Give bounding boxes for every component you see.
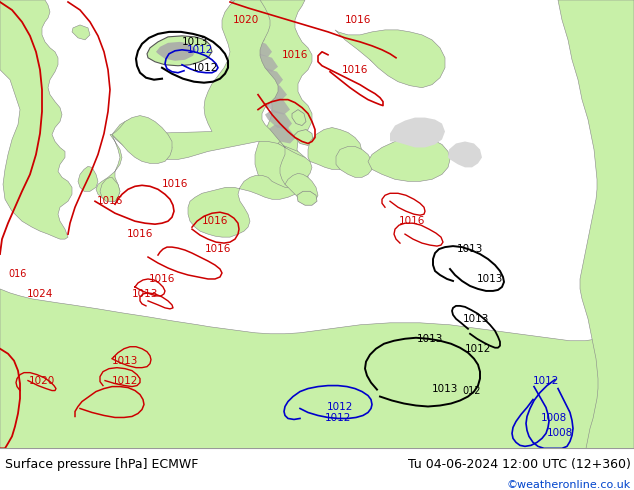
Text: 1012: 1012 xyxy=(327,401,353,412)
Polygon shape xyxy=(292,110,306,125)
Polygon shape xyxy=(260,82,287,99)
Text: 1012: 1012 xyxy=(325,414,351,423)
Polygon shape xyxy=(0,289,634,448)
Polygon shape xyxy=(336,147,372,177)
Text: 1012: 1012 xyxy=(465,343,491,354)
Polygon shape xyxy=(78,167,98,191)
Polygon shape xyxy=(235,14,262,30)
Polygon shape xyxy=(278,142,312,187)
Polygon shape xyxy=(96,135,122,201)
Polygon shape xyxy=(112,0,308,237)
Text: 1020: 1020 xyxy=(233,15,259,25)
Text: 1016: 1016 xyxy=(345,15,371,25)
Text: 012: 012 xyxy=(463,386,481,395)
Polygon shape xyxy=(263,96,290,115)
Text: 1013: 1013 xyxy=(457,244,483,254)
Polygon shape xyxy=(248,40,272,57)
Text: 016: 016 xyxy=(9,269,27,279)
Text: 1012: 1012 xyxy=(533,376,559,386)
Text: 1016: 1016 xyxy=(127,229,153,239)
Polygon shape xyxy=(252,54,278,72)
Polygon shape xyxy=(257,68,283,86)
Text: ©weatheronline.co.uk: ©weatheronline.co.uk xyxy=(507,480,631,490)
Text: 1016: 1016 xyxy=(281,50,308,60)
Text: 1012: 1012 xyxy=(112,376,138,386)
Text: 1013: 1013 xyxy=(182,37,208,47)
Polygon shape xyxy=(285,173,318,203)
Polygon shape xyxy=(370,38,435,82)
Text: 1016: 1016 xyxy=(97,196,123,206)
Polygon shape xyxy=(265,110,292,129)
Polygon shape xyxy=(242,28,265,45)
Text: Surface pressure [hPa] ECMWF: Surface pressure [hPa] ECMWF xyxy=(5,458,198,471)
Text: 1016: 1016 xyxy=(399,216,425,226)
Polygon shape xyxy=(100,177,120,201)
Polygon shape xyxy=(230,0,312,194)
Polygon shape xyxy=(147,36,212,66)
Text: 1013: 1013 xyxy=(132,289,158,299)
Text: 1013: 1013 xyxy=(112,356,138,366)
Polygon shape xyxy=(112,116,172,163)
Polygon shape xyxy=(294,129,313,146)
Polygon shape xyxy=(112,120,172,159)
Text: 1012: 1012 xyxy=(192,63,218,73)
Polygon shape xyxy=(297,191,317,205)
Text: 1016: 1016 xyxy=(342,65,368,75)
Text: 1016: 1016 xyxy=(205,244,231,254)
Text: 1013: 1013 xyxy=(432,384,458,393)
Polygon shape xyxy=(72,25,90,40)
Text: 1013: 1013 xyxy=(477,274,503,284)
Polygon shape xyxy=(335,30,445,88)
Text: 1024: 1024 xyxy=(27,289,53,299)
Text: 1008: 1008 xyxy=(547,428,573,439)
Polygon shape xyxy=(156,42,196,61)
Text: 1012: 1012 xyxy=(187,45,213,55)
Text: 1008: 1008 xyxy=(541,414,567,423)
Polygon shape xyxy=(0,0,72,239)
Text: 1016: 1016 xyxy=(162,179,188,189)
Text: 1016: 1016 xyxy=(149,274,175,284)
Text: 1013: 1013 xyxy=(463,314,489,324)
Polygon shape xyxy=(368,138,450,181)
Polygon shape xyxy=(308,127,362,170)
Text: 1020: 1020 xyxy=(29,376,55,386)
Polygon shape xyxy=(448,142,482,168)
Text: 1016: 1016 xyxy=(202,216,228,226)
Polygon shape xyxy=(558,0,634,448)
Polygon shape xyxy=(390,118,445,147)
Polygon shape xyxy=(268,124,296,144)
Text: 1013: 1013 xyxy=(417,334,443,344)
Text: Tu 04-06-2024 12:00 UTC (12+360): Tu 04-06-2024 12:00 UTC (12+360) xyxy=(408,458,631,471)
